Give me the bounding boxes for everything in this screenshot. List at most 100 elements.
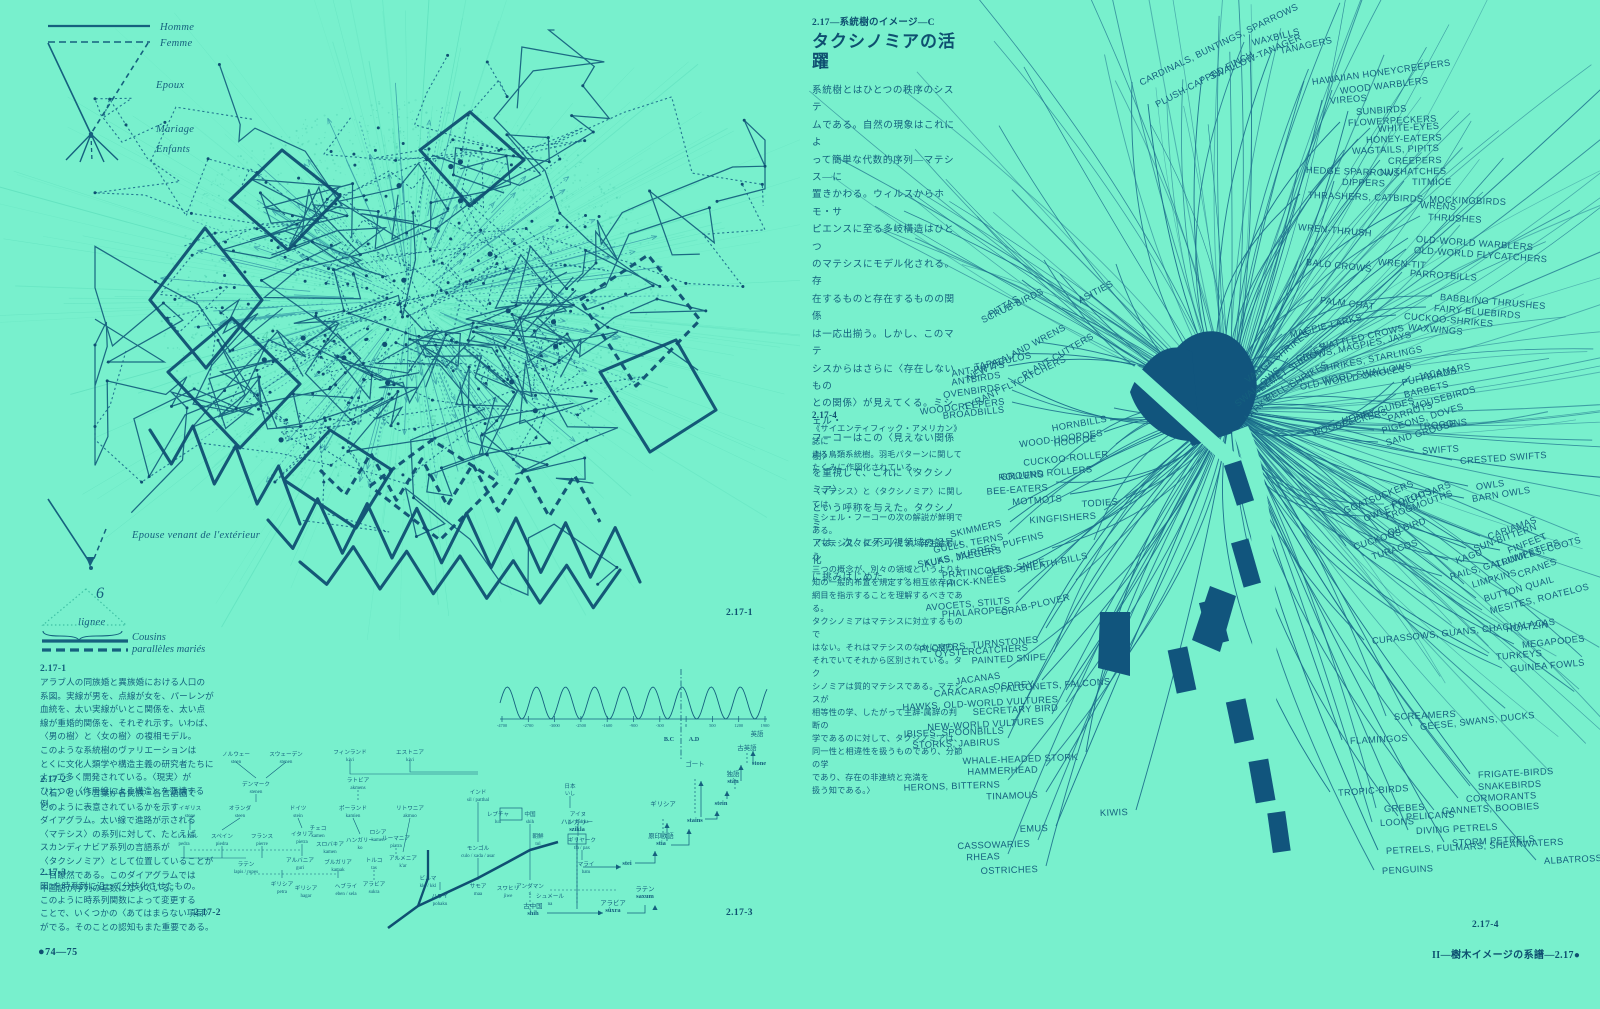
svg-text:ルーマニア: ルーマニア (382, 835, 410, 842)
legend-label-epouse-exterieur: Epouse venant de l'extérieur (132, 530, 261, 541)
svg-text:マライ: マライ (578, 861, 595, 868)
note-body: 《サイエンティフィック・アメリカン》誌に よる鳥類系統樹。羽毛パターンに関して … (812, 424, 963, 472)
svg-text:shih: shih (527, 910, 539, 915)
article-kicker: 2.17—系統樹のイメージ—C (812, 18, 935, 28)
svg-text:-3000: -3000 (549, 723, 560, 728)
svg-text:フィンランド: フィンランド (333, 749, 366, 756)
bird-taxon-label: TROPIC-BIRDS (1337, 783, 1410, 798)
folio-number: 74—75 (45, 947, 78, 958)
bird-taxon-label: CREEPERS (1387, 155, 1443, 166)
caption-body: アラブ人の同族婚と異族婚における人口の 系図。実線が男を、点線が女を、パーレンが… (40, 677, 214, 810)
language-stone-diagram: ノルウェー steen スウェーデン stenen フィンランド kivi エストニア kiv… (178, 749, 618, 930)
note-body-2: 〈マテシス〉と〈タクシノミア〉に関しては ミシェル・フーコーの次の解説が鮮明であ… (812, 487, 963, 795)
legend-label-lignee: lignee (78, 617, 106, 628)
svg-text:スペイン: スペイン (211, 833, 233, 840)
svg-text:チェコ: チェコ (310, 825, 327, 832)
svg-text:A.D: A.D (689, 736, 700, 743)
svg-text:ブルガリア: ブルガリア (324, 858, 352, 866)
legend-label-epoux: Epoux (156, 80, 185, 91)
bird-taxon-label: STORKS, JABIRUS (912, 737, 1001, 751)
bird-taxon-label: GUINEA FOWLS (1509, 657, 1586, 674)
svg-text:スウェーデン: スウェーデン (269, 750, 303, 758)
svg-text:フランス: フランス (251, 833, 274, 840)
svg-text:-1600: -1600 (602, 723, 613, 728)
svg-text:stains: stains (687, 817, 703, 824)
bird-taxon-label: TODIES (1081, 496, 1119, 510)
svg-text:ポルトガル: ポルトガル (178, 832, 198, 840)
svg-text:1200: 1200 (734, 723, 744, 728)
legend-label-femme: Femme (160, 38, 193, 49)
svg-text:500: 500 (709, 723, 716, 728)
figure-number-2-17-3: 2.17-3 (726, 908, 753, 918)
svg-text:pedra: pedra (178, 842, 190, 847)
bird-taxon-label: GREBES (1383, 801, 1426, 814)
svg-text:ドイツ: ドイツ (290, 806, 307, 812)
svg-text:ラテン: ラテン (238, 861, 255, 868)
bird-taxon-label: CRESTED SWIFTS (1459, 449, 1548, 466)
bird-taxon-label: ASITIES (1076, 278, 1115, 306)
legend-label-mariage: Mariage (156, 124, 195, 135)
svg-text:ギリシア: ギリシア (650, 800, 676, 808)
caption-id: 2.17-1 (40, 664, 67, 674)
svg-text:kamen: kamen (311, 834, 325, 839)
svg-text:中国: 中国 (524, 810, 536, 818)
svg-text:hagar: hagar (300, 894, 311, 899)
svg-text:ポーランド: ポーランド (339, 804, 367, 812)
bird-phylogeny-fan (809, 0, 1600, 886)
svg-text:ハンガリー: ハンガリー (346, 836, 374, 844)
bird-taxon-label: CUCKOO-ROLLER (1022, 448, 1109, 468)
legend-label-cousins: Cousins parallèles mariés (132, 632, 206, 655)
svg-text:リトワニア: リトワニア (396, 805, 424, 812)
svg-text:kki / kkl: kki / kkl (420, 884, 437, 889)
svg-text:-2700: -2700 (523, 723, 534, 728)
svg-text:eben / sela: eben / sela (335, 892, 357, 897)
lineage-triangle-number: 6 (96, 585, 104, 602)
svg-text:pohaku: pohaku (433, 902, 448, 907)
bird-taxon-label: SWIFTS (1421, 443, 1460, 456)
svg-text:stenen: stenen (280, 760, 293, 765)
svg-text:イギリス: イギリス (179, 805, 202, 812)
svg-text:akmens: akmens (350, 786, 365, 791)
bird-taxon-label: ROLLERS (998, 469, 1045, 483)
svg-text:朝鮮: 朝鮮 (532, 832, 544, 840)
svg-text:モンゴル: モンゴル (467, 844, 490, 852)
svg-text:sukra: sukra (369, 890, 381, 895)
svg-text:ゴート: ゴート (685, 759, 704, 768)
svg-text:kamien: kamien (346, 814, 361, 819)
caption-body: 図2を時系列に沿って分枝化させたもの。 このように時系列関数によって変更する こ… (40, 881, 214, 932)
bird-taxon-label: KINGFISHERS (1029, 510, 1097, 526)
caption-2-17-1: 2.17-1 アラブ人の同族婚と異族婚における人口の 系図。実線が男を、点線が女… (40, 664, 216, 812)
bird-taxon-label: PENGUINS (1381, 863, 1434, 876)
svg-text:イタリア: イタリア (291, 830, 314, 838)
bird-taxon-label: EMUS (1019, 822, 1049, 834)
bird-taxon-label: KIWIS (1099, 806, 1129, 818)
svg-text:アラビア: アラビア (363, 880, 386, 888)
svg-text:古英語: 古英語 (737, 743, 757, 752)
bird-taxon-label: MOTMOTS (1011, 493, 1063, 507)
svg-text:stone: stone (752, 760, 766, 767)
bird-taxon-label: OSTRICHES (980, 864, 1039, 877)
svg-text:pietra: pietra (296, 840, 308, 845)
svg-text:culo / xada / asar: culo / xada / asar (461, 854, 495, 859)
svg-text:guri: guri (296, 866, 305, 871)
svg-text:ギリヤーク: ギリヤーク (568, 837, 596, 844)
bird-taxon-label: FLAMINGOS (1349, 732, 1409, 746)
svg-text:tas: tas (371, 866, 377, 871)
svg-text:lun: lun (495, 820, 502, 825)
svg-text:スロバキア: スロバキア (316, 841, 344, 848)
bird-taxon-label: FRIGATE-BIRDS (1477, 766, 1554, 780)
bird-taxon-label: GANNETS, BOOBIES (1441, 800, 1540, 816)
bird-taxon-label: ALBATROSSES (1543, 852, 1600, 866)
bird-taxon-label: WAGTAILS, PIPITS (1351, 142, 1440, 156)
svg-text:kamen: kamen (323, 850, 337, 855)
svg-text:pi / shuma: pi / shuma (568, 820, 590, 825)
figure-note-2-17-4: 2.17-4 《サイエンティフィック・アメリカン》誌に よる鳥類系統樹。羽毛パタ… (812, 410, 964, 797)
svg-text:エストニア: エストニア (396, 749, 424, 756)
svg-text:オランダ: オランダ (229, 804, 252, 812)
svg-text:k'ar: k'ar (399, 864, 407, 869)
svg-text:英語: 英語 (751, 729, 764, 738)
note-id: 2.17-4 (812, 410, 838, 420)
svg-text:jiwe: jiwe (503, 894, 513, 899)
